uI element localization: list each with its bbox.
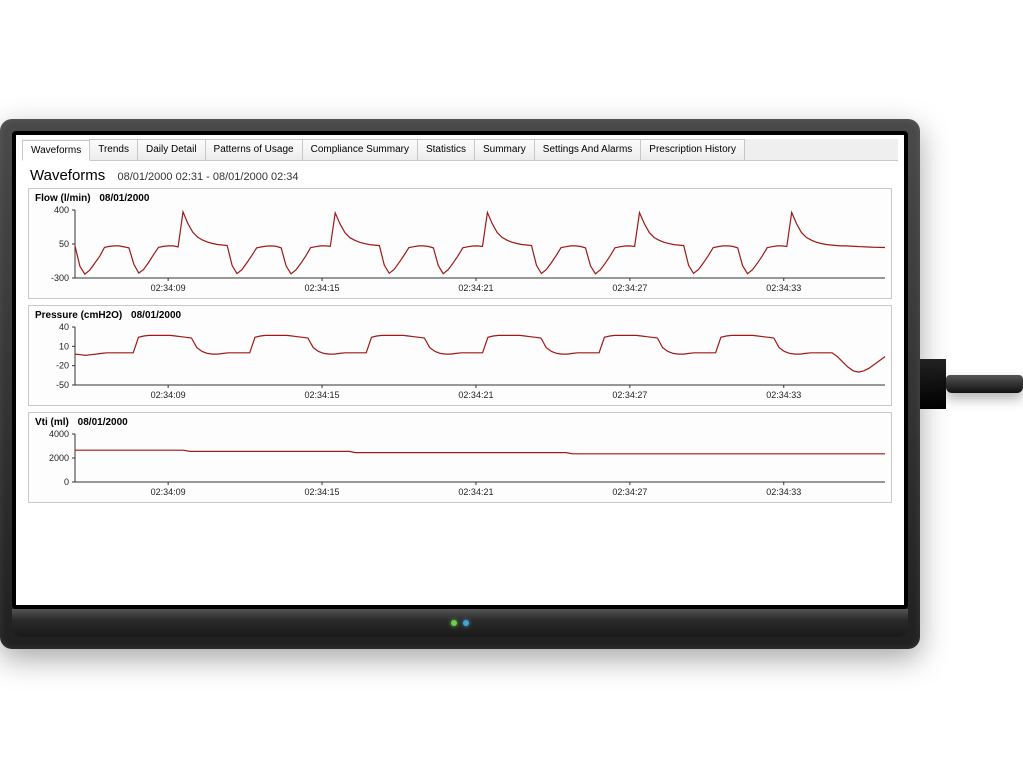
pressure-date: 08/01/2000	[131, 310, 181, 321]
page-header: Waveforms 08/01/2000 02:31 - 08/01/2000 …	[22, 161, 898, 188]
svg-text:02:34:09: 02:34:09	[151, 283, 186, 293]
flow-panel: Flow (l/min) 08/01/2000 -300 50 400 02:34:0…	[28, 188, 892, 299]
svg-text:02:34:33: 02:34:33	[766, 487, 801, 497]
page-daterange: 08/01/2000 02:31 - 08/01/2000 02:34	[117, 171, 298, 183]
vti-date: 08/01/2000	[78, 417, 128, 428]
vti-panel: Vti (ml) 08/01/2000 0 2000 4000 02:34:09 02:…	[28, 412, 892, 503]
tab-compliance-summary[interactable]: Compliance Summary	[302, 139, 418, 160]
svg-text:02:34:15: 02:34:15	[305, 487, 340, 497]
monitor-chin	[12, 609, 908, 637]
flow-date: 08/01/2000	[99, 193, 149, 204]
svg-text:4000: 4000	[49, 430, 69, 439]
svg-text:2000: 2000	[49, 453, 69, 463]
tab-summary[interactable]: Summary	[474, 139, 535, 160]
tab-statistics[interactable]: Statistics	[417, 139, 475, 160]
pressure-panel: Pressure (cmH2O) 08/01/2000 -50 -20 10 40 02…	[28, 305, 892, 406]
svg-text:-300: -300	[51, 273, 69, 283]
page-title: Waveforms	[30, 167, 105, 184]
svg-text:02:34:27: 02:34:27	[612, 283, 647, 293]
svg-text:-50: -50	[56, 380, 69, 390]
bezel: WaveformsTrendsDaily DetailPatterns of U…	[12, 131, 908, 609]
svg-text:02:34:33: 02:34:33	[766, 390, 801, 400]
vti-chart: 0 2000 4000 02:34:09 02:34:15 02:34:21 02:34:2…	[33, 430, 893, 500]
screen: WaveformsTrendsDaily DetailPatterns of U…	[16, 135, 904, 605]
pressure-title: Pressure (cmH2O) 08/01/2000	[35, 310, 887, 321]
tab-waveforms[interactable]: Waveforms	[22, 140, 90, 161]
svg-text:50: 50	[59, 239, 69, 249]
svg-text:02:34:21: 02:34:21	[458, 487, 493, 497]
svg-text:40: 40	[59, 323, 69, 332]
panels: Flow (l/min) 08/01/2000 -3005040002:34:0…	[22, 188, 898, 503]
status-led	[463, 620, 469, 626]
vti-title-text: Vti (ml)	[35, 417, 69, 428]
pressure-chart: -50 -20 10 40 02:34:09 02:34:15 02:34:21 02:34:…	[33, 323, 893, 403]
tab-patterns-of-usage[interactable]: Patterns of Usage	[205, 139, 303, 160]
stand-neck	[920, 359, 946, 409]
svg-text:02:34:21: 02:34:21	[458, 283, 493, 293]
stand-base	[946, 375, 1023, 393]
svg-text:02:34:21: 02:34:21	[458, 390, 493, 400]
svg-text:0: 0	[64, 477, 69, 487]
monitor-frame: WaveformsTrendsDaily DetailPatterns of U…	[0, 119, 920, 649]
tab-daily-detail[interactable]: Daily Detail	[137, 139, 206, 160]
tab-bar: WaveformsTrendsDaily DetailPatterns of U…	[22, 139, 898, 161]
power-led	[451, 620, 457, 626]
flow-chart: -300 50 400 02:34:09 02:34:15 02:34:21 02:34:2…	[33, 206, 893, 296]
svg-text:400: 400	[54, 206, 69, 215]
svg-text:02:34:33: 02:34:33	[766, 283, 801, 293]
svg-text:02:34:15: 02:34:15	[305, 283, 340, 293]
tab-trends[interactable]: Trends	[89, 139, 138, 160]
svg-text:02:34:27: 02:34:27	[612, 487, 647, 497]
svg-text:-20: -20	[56, 361, 69, 371]
tab-prescription-history[interactable]: Prescription History	[640, 139, 745, 160]
svg-text:02:34:15: 02:34:15	[305, 390, 340, 400]
svg-text:02:34:27: 02:34:27	[612, 390, 647, 400]
svg-text:02:34:09: 02:34:09	[151, 390, 186, 400]
svg-text:02:34:09: 02:34:09	[151, 487, 186, 497]
pressure-title-text: Pressure (cmH2O)	[35, 310, 122, 321]
tab-settings-and-alarms[interactable]: Settings And Alarms	[534, 139, 642, 160]
svg-text:10: 10	[59, 341, 69, 351]
flow-title: Flow (l/min) 08/01/2000	[35, 193, 887, 204]
vti-title: Vti (ml) 08/01/2000	[35, 417, 887, 428]
flow-title-text: Flow (l/min)	[35, 193, 91, 204]
